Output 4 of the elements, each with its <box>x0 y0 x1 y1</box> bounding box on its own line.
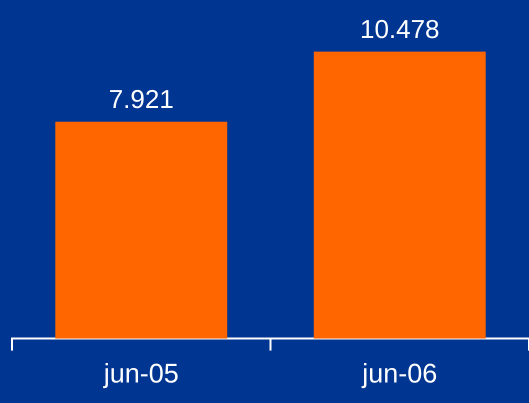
data-label: 10.478 <box>360 14 440 44</box>
x-tick-label: jun-05 <box>102 358 179 388</box>
data-label: 7.921 <box>108 84 174 114</box>
x-tick-label: jun-06 <box>361 358 438 388</box>
